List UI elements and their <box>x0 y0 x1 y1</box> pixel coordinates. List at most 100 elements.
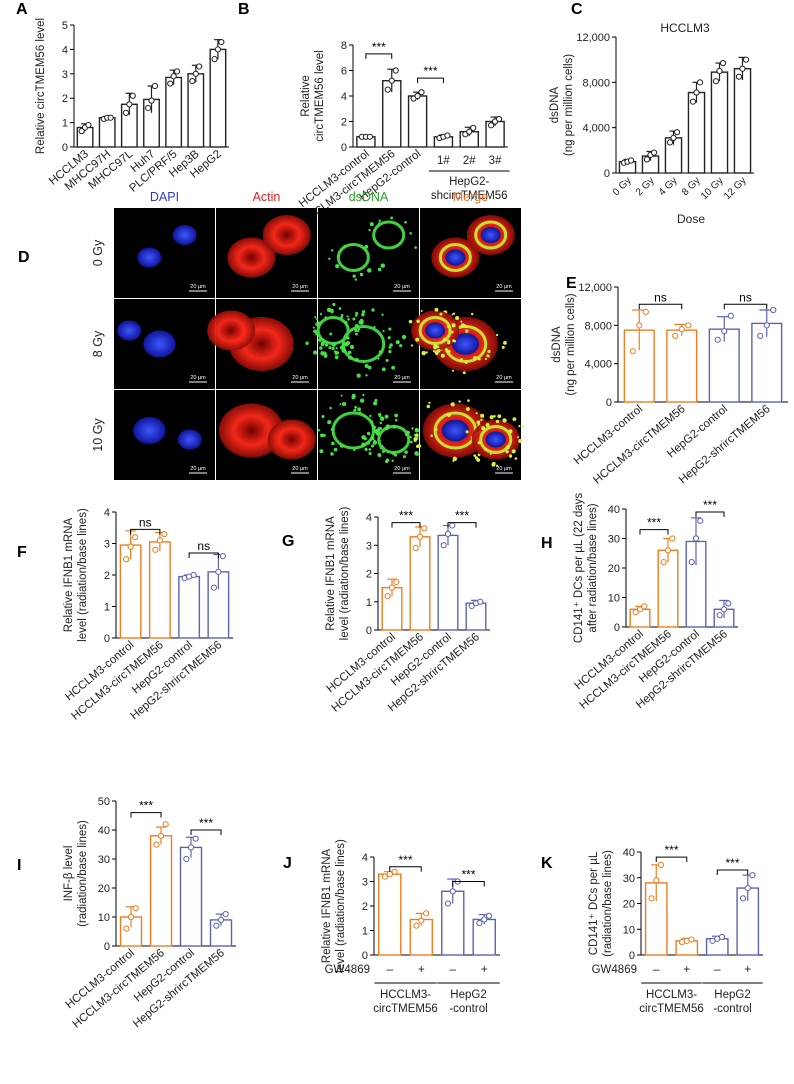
group-label: HepG2 <box>714 989 750 1001</box>
data-point <box>421 525 428 532</box>
merge-speckle <box>495 333 499 337</box>
y-axis-label: CD141⁺ DCs per µL (22 days <box>573 493 585 644</box>
dsdna-speckle <box>352 274 356 278</box>
panel-letter: K <box>541 855 553 872</box>
y-tick-label: 2 <box>366 569 372 581</box>
scale-bar-label: 20 µm <box>394 466 410 472</box>
merge-speckle <box>505 445 510 450</box>
dsdna-speckle <box>381 367 386 372</box>
merge-speckle <box>511 449 516 454</box>
y-axis-label: Relative IFNB1 mRNA <box>63 517 75 632</box>
data-point <box>127 543 134 550</box>
y-tick-label: 12,000 <box>578 282 612 294</box>
merge-speckle <box>508 454 513 458</box>
data-point <box>144 104 152 112</box>
significance-label: *** <box>423 64 437 78</box>
dsdna-speckle <box>379 421 383 425</box>
data-point <box>413 922 420 929</box>
dsdna-speckle <box>364 363 369 369</box>
significance-label: *** <box>664 843 678 857</box>
y-tick-label: 0 <box>606 397 612 409</box>
micrograph-tile: 20 µm <box>420 208 521 298</box>
dsdna-speckle <box>323 353 328 358</box>
dsdna-speckle <box>361 442 366 447</box>
dsdna-speckle <box>341 348 347 353</box>
dsdna-speckle <box>331 431 335 434</box>
data-point <box>727 312 734 319</box>
data-point <box>388 77 395 84</box>
y-tick-label: 8,000 <box>582 77 610 89</box>
data-point <box>692 535 700 542</box>
x-tick-label: 10 Gy <box>699 175 726 202</box>
dsdna-speckle <box>391 365 395 370</box>
panel-letter: B <box>238 1 250 18</box>
dsdna-speckle <box>377 222 381 225</box>
dsdna-speckle <box>373 325 376 328</box>
x-tick-label: + <box>683 962 690 976</box>
scale-bar-label: 20 µm <box>190 284 206 290</box>
micrograph-tile: 20 µm <box>207 299 317 389</box>
y-tick-label: 10 <box>623 924 635 936</box>
tile-background <box>114 208 215 298</box>
dsdna-speckle <box>368 451 372 456</box>
merge-speckle <box>465 430 469 434</box>
merge-speckle <box>491 462 496 467</box>
micrograph-tile: 20 µm <box>408 299 521 389</box>
significance-label: ns <box>139 515 152 529</box>
dsdna-speckle <box>381 313 384 316</box>
x-tick-label: + <box>744 962 751 976</box>
x-tick-label: – <box>449 962 456 976</box>
dsdna-speckle <box>392 452 396 456</box>
data-point <box>466 128 473 135</box>
dsdna-speckle <box>330 308 334 313</box>
y-axis-label: CD141⁺ DCs per µL <box>588 851 600 955</box>
data-point <box>190 571 197 579</box>
micrograph-tile: 20 µm <box>317 390 423 480</box>
dsdna-speckle <box>388 327 392 331</box>
merge-speckle <box>521 425 525 428</box>
data-point <box>749 872 756 879</box>
data-point <box>669 535 676 542</box>
merge-nucleus <box>485 431 506 448</box>
data-point <box>712 78 720 85</box>
data-point <box>660 559 667 566</box>
bar <box>187 73 205 148</box>
dsdna-speckle <box>374 398 378 402</box>
bar <box>179 846 203 947</box>
y-axis-label: INF-β level <box>63 846 75 902</box>
dsdna-speckle <box>334 355 339 360</box>
y-tick-label: 8 <box>341 40 347 52</box>
bar <box>409 536 431 631</box>
x-tick-label: + <box>481 962 488 976</box>
merge-speckle <box>516 436 519 439</box>
y-tick-label: 4 <box>62 44 68 56</box>
dsdna-speckle <box>326 307 332 313</box>
dsdna-speckle <box>324 343 329 347</box>
merge-speckle <box>416 319 420 324</box>
merge-speckle <box>476 420 481 425</box>
bar <box>165 76 183 148</box>
merge-nucleus <box>441 419 469 442</box>
merge-speckle <box>465 407 470 411</box>
dsdna-speckle <box>392 424 396 428</box>
merge-speckle <box>505 450 509 454</box>
data-point <box>718 933 726 941</box>
dsdna-speckle <box>344 342 349 347</box>
merge-speckle <box>425 351 428 354</box>
x-tick-label: 3# <box>489 155 502 167</box>
dsdna-speckle <box>378 454 382 457</box>
data-point <box>210 584 217 591</box>
dsdna-speckle <box>329 406 332 410</box>
y-tick-label: 2 <box>62 93 68 105</box>
dsdna-speckle <box>313 350 318 355</box>
y-tick-label: 0 <box>104 633 110 645</box>
panel-J: J 0 1 2 3 4 Relative IFNB1 mRNA level (radiatio… <box>283 839 500 1015</box>
data-point <box>648 895 655 902</box>
dsdna-speckle <box>348 355 353 360</box>
merge-speckle <box>464 361 468 364</box>
data-point <box>151 82 159 90</box>
data-point <box>122 109 130 116</box>
merge-speckle <box>502 418 507 423</box>
panel-G: G 0 1 2 3 4 Relative IFNB1 mRNA level (radiatio… <box>282 507 490 715</box>
merge-speckle <box>447 341 451 345</box>
